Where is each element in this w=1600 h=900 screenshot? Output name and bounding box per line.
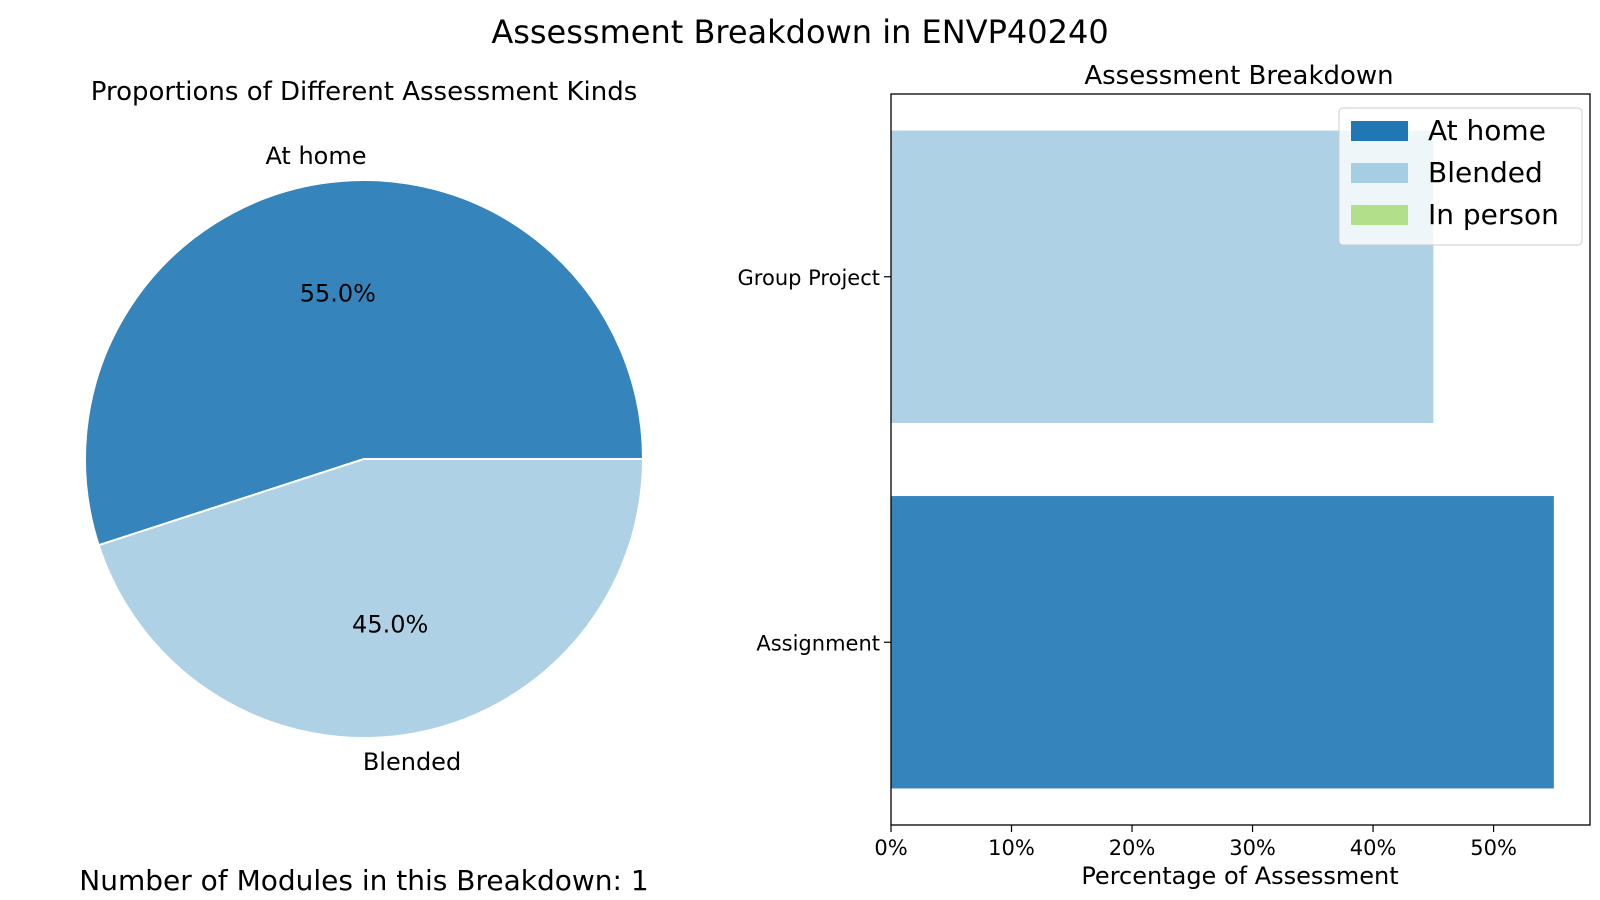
legend-label: At home [1428, 114, 1546, 147]
pie-slice-percentage: 45.0% [352, 610, 428, 638]
legend-swatch [1351, 205, 1408, 225]
x-tick-label: 50% [1470, 836, 1517, 860]
pie-slice-percentage: 55.0% [300, 280, 376, 308]
x-tick-label: 40% [1350, 836, 1397, 860]
bar-chart-x-ticks: 0% 10% 20% 30% 40% 50% [874, 825, 1517, 860]
x-tick-label: 0% [874, 836, 907, 860]
bar-chart-bars [891, 130, 1554, 789]
x-tick-label: 10% [988, 836, 1035, 860]
bar-chart-axes-frame [890, 93, 1591, 826]
bar-chart: 0% 10% 20% 30% 40% 50% Assignment Group Projec… [738, 93, 1591, 890]
x-tick-label: 30% [1229, 836, 1276, 860]
legend-swatch [1351, 163, 1408, 183]
bar-chart-legend: At home Blended In person [1338, 107, 1583, 246]
legend-label: Blended [1428, 156, 1543, 189]
bar-chart-x-axis-label: Percentage of Assessment [1081, 862, 1398, 890]
bar-chart-y-ticks: Assignment Group Project [738, 266, 891, 655]
figure-suptitle: Assessment Breakdown in ENVP40240 [491, 13, 1108, 51]
y-tick-label: Assignment [756, 631, 880, 655]
pie-slice-label: Blended [363, 748, 461, 776]
legend-label: In person [1428, 198, 1559, 231]
x-tick-label: 20% [1109, 836, 1156, 860]
bar-assignment-at-home [891, 496, 1554, 789]
legend-swatch [1351, 121, 1408, 141]
pie-chart-title: Proportions of Different Assessment Kind… [91, 77, 638, 107]
pie-slice-at-home [84, 179, 645, 547]
pie-chart: At home 55.0% Blended 45.0% [84, 142, 645, 776]
pie-slice-label: At home [265, 142, 366, 170]
y-tick-label: Group Project [738, 266, 880, 290]
bar-chart-title: Assessment Breakdown [1084, 61, 1393, 91]
module-count-note: Number of Modules in this Breakdown: 1 [79, 864, 648, 897]
pie-slice-blended [97, 458, 645, 739]
